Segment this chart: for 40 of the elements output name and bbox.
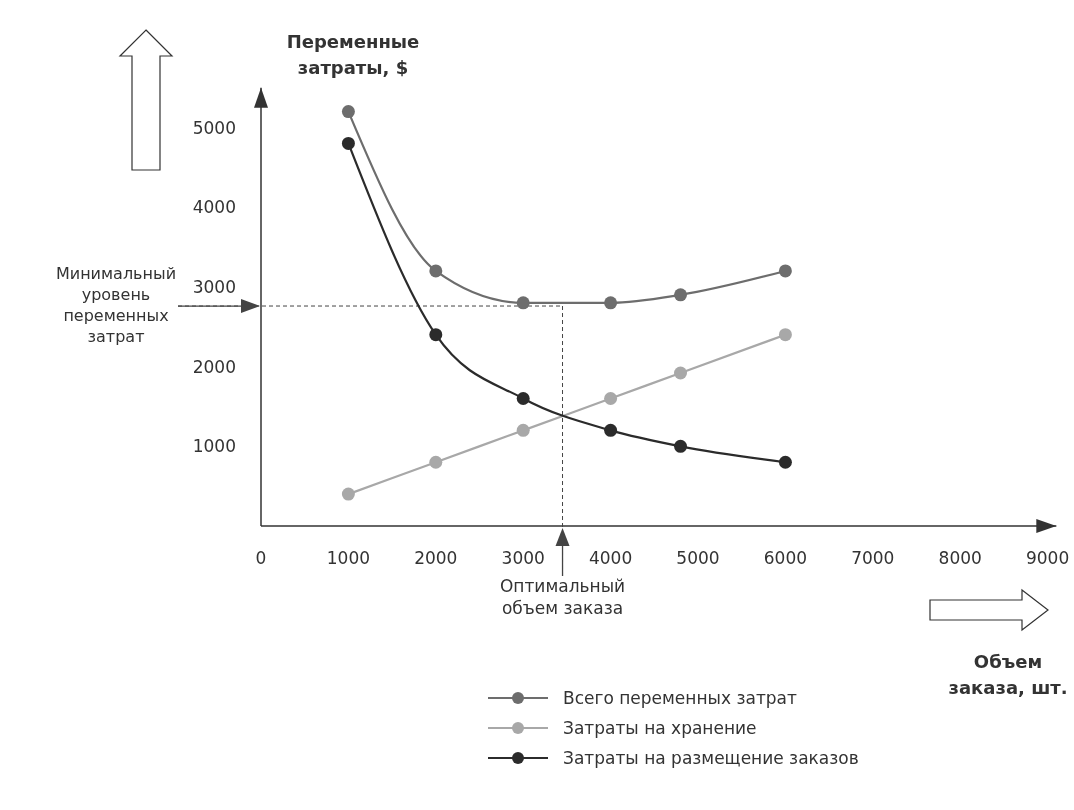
point xyxy=(604,296,618,310)
point xyxy=(604,423,618,437)
x-axis-title: Объем заказа, шт. xyxy=(948,651,1068,698)
point xyxy=(604,391,618,405)
point xyxy=(429,264,443,278)
x-tick-label: 2000 xyxy=(414,548,458,568)
legend-label: Затраты на размещение заказов xyxy=(563,748,859,768)
ref-line-label: Минимальный уровень переменных затрат xyxy=(55,264,177,347)
y-tick-label: 2000 xyxy=(192,356,236,377)
y-tick-label: 1000 xyxy=(192,436,236,457)
ref-line-label: Оптимальный объем заказа xyxy=(499,576,626,618)
point xyxy=(429,455,443,469)
point xyxy=(778,264,792,278)
point xyxy=(674,288,688,302)
x-tick-label: 5000 xyxy=(676,548,720,568)
point xyxy=(341,136,355,150)
x-tick-label: 6000 xyxy=(763,548,808,568)
point xyxy=(516,423,530,437)
x-tick-label: 4000 xyxy=(588,548,633,568)
y-tick-label: 5000 xyxy=(192,117,236,138)
x-tick-label: 9000 xyxy=(1025,548,1070,568)
point xyxy=(516,391,530,405)
point xyxy=(778,328,792,342)
x-tick-label: 1000 xyxy=(326,548,371,568)
point xyxy=(429,328,443,342)
point xyxy=(516,296,530,310)
point xyxy=(341,487,355,501)
legend-label: Всего переменных затрат xyxy=(563,688,797,708)
x-tick-label: 7000 xyxy=(851,548,895,568)
legend-label: Затраты на хранение xyxy=(563,718,757,738)
y-axis-title: Переменные затраты, $ xyxy=(286,31,420,78)
x-tick-label: 3000 xyxy=(501,548,545,568)
point xyxy=(674,366,688,380)
point xyxy=(341,105,355,119)
y-tick-label: 3000 xyxy=(192,276,236,297)
x-tick-label: 0 xyxy=(255,548,267,568)
y-tick-label: 4000 xyxy=(192,197,236,218)
point xyxy=(674,439,688,453)
point xyxy=(778,455,792,469)
x-tick-label: 8000 xyxy=(938,548,982,568)
